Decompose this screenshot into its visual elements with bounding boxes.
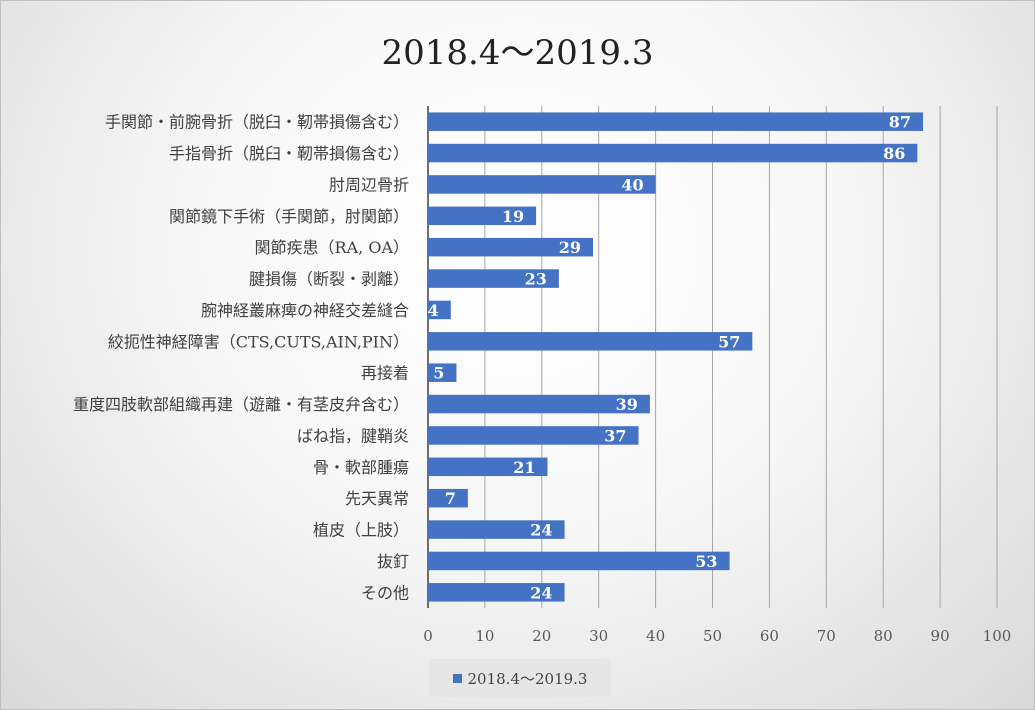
category-label: 重度四肢軟部組織再建（遊離・有茎皮弁含む）: [73, 395, 409, 414]
bar: [428, 583, 565, 602]
bar: [428, 394, 650, 414]
data-label: 24: [530, 521, 552, 540]
x-tick-label: 30: [589, 627, 608, 645]
category-label: 関節鏡下手術（手関節，肘関節）: [169, 207, 409, 226]
bar: [428, 300, 451, 320]
data-label: 40: [621, 175, 643, 194]
category-label: 植皮（上肢）: [313, 521, 409, 540]
x-tick-label: 0: [423, 627, 433, 645]
data-label: 7: [445, 489, 456, 508]
data-label: 87: [889, 113, 911, 132]
category-label: 腱損傷（断裂・剥離）: [249, 270, 409, 289]
data-label: 4: [428, 301, 439, 320]
category-label: 関節疾患（RA, OA）: [255, 238, 409, 257]
bar: [428, 457, 548, 477]
legend: 2018.4～2019.3: [429, 659, 611, 697]
category-label: 再接着: [361, 364, 409, 383]
data-label: 23: [525, 270, 547, 289]
x-tick-label: 80: [874, 627, 893, 645]
data-label: 29: [559, 238, 581, 257]
plot-area: 0 10 20 30 40 50 60 70 80 90 100 手関節・前腕骨折（脱臼・靭帯損傷含む…: [73, 106, 1012, 645]
category-label: 先天異常: [345, 489, 409, 508]
bar: [428, 332, 753, 351]
data-label: 53: [695, 552, 717, 571]
bar: [428, 488, 468, 508]
data-label: 86: [883, 144, 905, 163]
chart-title: 2018.4～2019.3: [381, 33, 654, 73]
category-label: 骨・軟部腫瘍: [313, 458, 409, 477]
data-label: 5: [433, 364, 444, 383]
x-tick-label: 60: [760, 627, 779, 645]
bar: [428, 269, 559, 288]
category-label: 絞扼性神経障害（CTS,CUTS,AIN,PIN）: [108, 332, 409, 351]
bar: [428, 112, 924, 131]
category-label: ばね指，腱鞘炎: [297, 426, 409, 445]
data-label: 39: [616, 395, 638, 414]
category-label: 抜釘: [377, 552, 409, 571]
category-label: 手指骨折（脱臼・靭帯損傷含む）: [169, 144, 409, 163]
legend-swatch: [452, 673, 462, 683]
x-tick-label: 20: [532, 627, 551, 645]
x-tick-label: 70: [817, 627, 836, 645]
category-label: その他: [361, 583, 409, 602]
category-label: 肘周辺骨折: [329, 175, 409, 194]
bar: [428, 551, 730, 571]
data-label: 24: [530, 583, 552, 602]
legend-label: 2018.4～2019.3: [467, 669, 588, 688]
data-label: 21: [513, 458, 535, 477]
data-label: 57: [718, 332, 740, 351]
category-label: 手関節・前腕骨折（脱臼・靭帯損傷含む）: [105, 113, 409, 132]
bar: [428, 363, 457, 382]
x-tick-label: 10: [475, 627, 494, 645]
bar: [428, 520, 565, 539]
data-label: 37: [604, 426, 626, 445]
data-label: 19: [502, 207, 524, 226]
category-label: 腕神経叢麻痺の神経交差縫合: [201, 301, 409, 320]
x-tick-label: 50: [703, 627, 722, 645]
bar: [428, 143, 918, 163]
bar: [428, 175, 656, 194]
x-tick-label: 90: [931, 627, 950, 645]
x-tick-label: 100: [983, 627, 1012, 645]
bar: [428, 206, 537, 226]
bar: [428, 426, 639, 445]
x-tick-label: 40: [646, 627, 665, 645]
bar: [428, 237, 594, 257]
